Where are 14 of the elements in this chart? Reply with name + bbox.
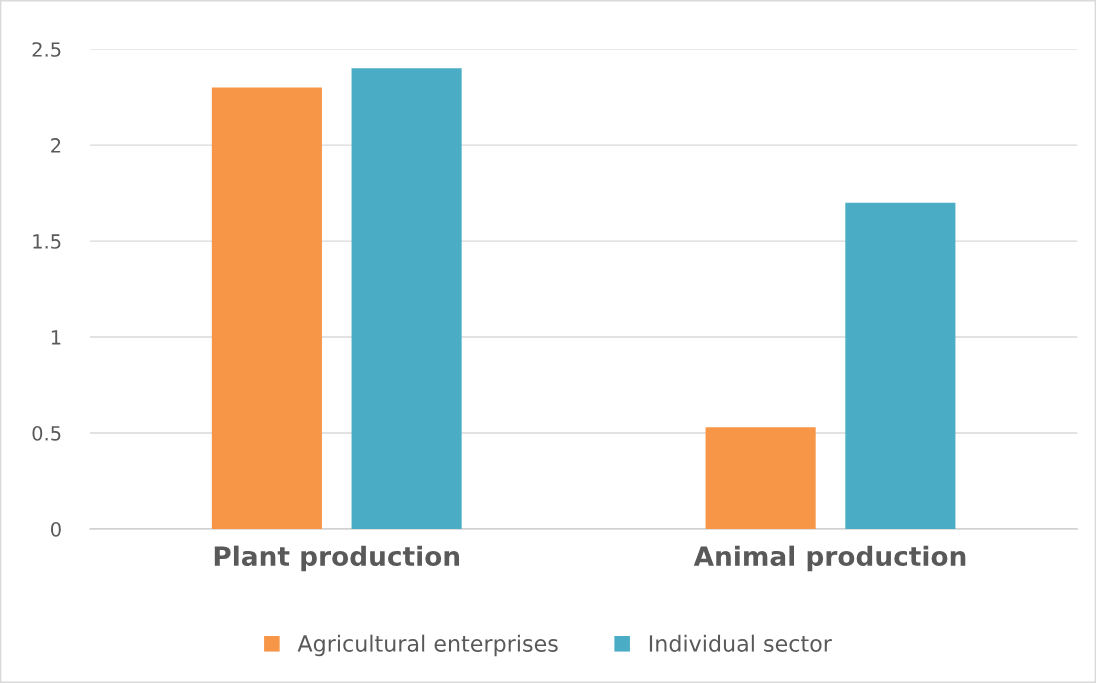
bar xyxy=(351,68,462,529)
y-tick-label: 0 xyxy=(51,521,61,537)
legend-label: Agricultural enterprises xyxy=(297,634,558,657)
legend-label: Individual sector xyxy=(649,634,832,652)
y-tick-label: 2 xyxy=(51,138,61,153)
y-tick-label: 2.5 xyxy=(32,42,61,57)
bar xyxy=(211,87,322,529)
x-tick-label: Plant production xyxy=(214,545,460,572)
y-tick-label: 1 xyxy=(51,330,61,345)
bar xyxy=(845,202,956,529)
y-tick-label: 1.5 xyxy=(33,234,61,249)
bar xyxy=(705,427,816,529)
y-tick-label: 0.5 xyxy=(32,425,61,441)
x-tick-label: Animal production xyxy=(693,545,966,572)
